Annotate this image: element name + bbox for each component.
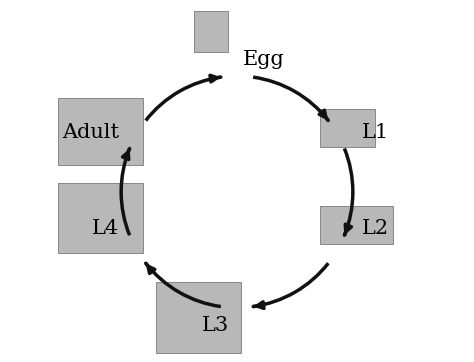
Text: Egg: Egg (242, 50, 284, 69)
Text: L1: L1 (362, 123, 389, 142)
Text: L2: L2 (362, 219, 389, 237)
Bar (155, 282, 241, 353)
Text: L4: L4 (92, 219, 119, 237)
Bar (320, 206, 392, 244)
Text: Adult: Adult (62, 123, 119, 142)
Bar (320, 109, 374, 147)
Text: L3: L3 (201, 316, 229, 335)
Bar (58, 98, 143, 165)
Bar (58, 183, 143, 253)
Bar (193, 11, 228, 52)
